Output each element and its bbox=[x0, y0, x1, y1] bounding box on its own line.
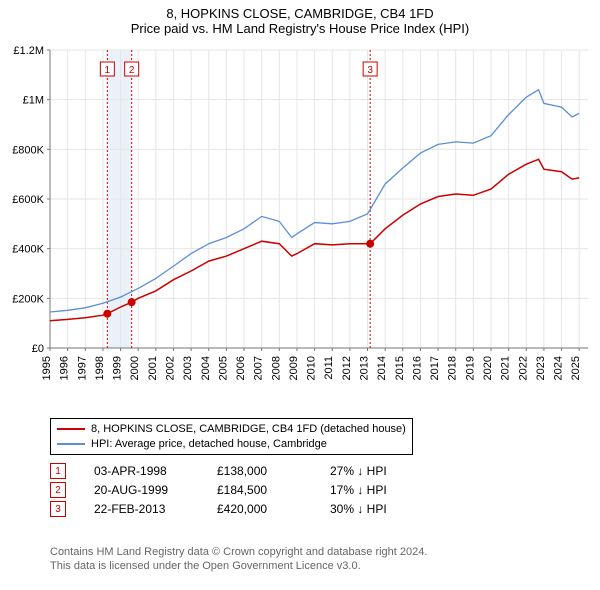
svg-text:1: 1 bbox=[105, 65, 111, 76]
footnote-line: Contains HM Land Registry data © Crown c… bbox=[50, 546, 427, 560]
footnote: Contains HM Land Registry data © Crown c… bbox=[50, 546, 427, 574]
svg-text:2010: 2010 bbox=[306, 356, 318, 380]
legend-item: 8, HOPKINS CLOSE, CAMBRIDGE, CB4 1FD (de… bbox=[57, 422, 406, 437]
event-marker: 2 bbox=[50, 482, 66, 498]
svg-text:2019: 2019 bbox=[464, 356, 476, 380]
svg-text:2022: 2022 bbox=[517, 356, 529, 380]
events-table: 1 03-APR-1998 £138,000 27% ↓ HPI 2 20-AUG-199… bbox=[50, 460, 430, 520]
legend-label: HPI: Average price, detached house, Camb… bbox=[91, 437, 327, 452]
svg-text:2013: 2013 bbox=[359, 356, 371, 380]
svg-text:2: 2 bbox=[129, 65, 135, 76]
chart-container: £0 £200K £400K £600K £800K £1M £1.2M 1995 1996 19… bbox=[0, 42, 600, 412]
event-price: £420,000 bbox=[217, 502, 302, 516]
legend-label: 8, HOPKINS CLOSE, CAMBRIDGE, CB4 1FD (de… bbox=[91, 422, 406, 437]
event-delta: 27% ↓ HPI bbox=[330, 464, 430, 478]
event-date: 03-APR-1998 bbox=[94, 464, 189, 478]
svg-text:2016: 2016 bbox=[411, 356, 423, 380]
svg-text:2000: 2000 bbox=[129, 356, 141, 380]
event-row: 1 03-APR-1998 £138,000 27% ↓ HPI bbox=[50, 463, 430, 479]
event-delta: 17% ↓ HPI bbox=[330, 483, 430, 497]
svg-text:2012: 2012 bbox=[341, 356, 353, 380]
svg-text:2015: 2015 bbox=[394, 356, 406, 380]
svg-text:2007: 2007 bbox=[253, 356, 265, 380]
svg-text:1996: 1996 bbox=[59, 356, 71, 380]
svg-text:2001: 2001 bbox=[147, 356, 159, 380]
legend-swatch bbox=[57, 443, 85, 445]
svg-text:2008: 2008 bbox=[270, 356, 282, 380]
page-subtitle: Price paid vs. HM Land Registry's House … bbox=[0, 21, 600, 40]
svg-text:£1M: £1M bbox=[23, 95, 44, 107]
footnote-line: This data is licensed under the Open Gov… bbox=[50, 560, 427, 574]
legend-swatch bbox=[57, 428, 85, 430]
svg-text:2003: 2003 bbox=[182, 356, 194, 380]
legend-item: HPI: Average price, detached house, Camb… bbox=[57, 437, 406, 452]
price-chart: £0 £200K £400K £600K £800K £1M £1.2M 1995 1996 19… bbox=[0, 42, 600, 412]
svg-text:2024: 2024 bbox=[553, 356, 565, 380]
event-row: 2 20-AUG-1999 £184,500 17% ↓ HPI bbox=[50, 482, 430, 498]
svg-text:£200K: £200K bbox=[12, 293, 44, 305]
svg-text:£800K: £800K bbox=[12, 144, 44, 156]
svg-text:1995: 1995 bbox=[41, 356, 53, 380]
svg-text:1997: 1997 bbox=[76, 356, 88, 380]
event-marker: 1 bbox=[50, 463, 66, 479]
svg-text:2023: 2023 bbox=[535, 356, 547, 380]
svg-text:2009: 2009 bbox=[288, 356, 300, 380]
svg-text:2020: 2020 bbox=[482, 356, 494, 380]
svg-text:2011: 2011 bbox=[323, 356, 335, 380]
svg-text:2018: 2018 bbox=[447, 356, 459, 380]
svg-text:2006: 2006 bbox=[235, 356, 247, 380]
svg-text:2002: 2002 bbox=[164, 356, 176, 380]
svg-text:2021: 2021 bbox=[500, 356, 512, 380]
event-date: 20-AUG-1999 bbox=[94, 483, 189, 497]
svg-text:£0: £0 bbox=[32, 343, 44, 355]
svg-text:2004: 2004 bbox=[200, 356, 212, 380]
event-row: 3 22-FEB-2013 £420,000 30% ↓ HPI bbox=[50, 501, 430, 517]
svg-text:3: 3 bbox=[367, 65, 373, 76]
event-price: £138,000 bbox=[217, 464, 302, 478]
svg-text:£1.2M: £1.2M bbox=[13, 45, 44, 57]
svg-text:1999: 1999 bbox=[112, 356, 124, 380]
page-title: 8, HOPKINS CLOSE, CAMBRIDGE, CB4 1FD bbox=[0, 0, 600, 21]
svg-text:2014: 2014 bbox=[376, 356, 388, 380]
svg-text:2017: 2017 bbox=[429, 356, 441, 380]
event-delta: 30% ↓ HPI bbox=[330, 502, 430, 516]
svg-text:1998: 1998 bbox=[94, 356, 106, 380]
event-price: £184,500 bbox=[217, 483, 302, 497]
svg-text:£400K: £400K bbox=[12, 244, 44, 256]
event-marker: 3 bbox=[50, 501, 66, 517]
svg-text:£600K: £600K bbox=[12, 194, 44, 206]
event-date: 22-FEB-2013 bbox=[94, 502, 189, 516]
svg-text:2005: 2005 bbox=[217, 356, 229, 380]
legend: 8, HOPKINS CLOSE, CAMBRIDGE, CB4 1FD (de… bbox=[50, 418, 413, 455]
svg-text:2025: 2025 bbox=[570, 356, 582, 380]
